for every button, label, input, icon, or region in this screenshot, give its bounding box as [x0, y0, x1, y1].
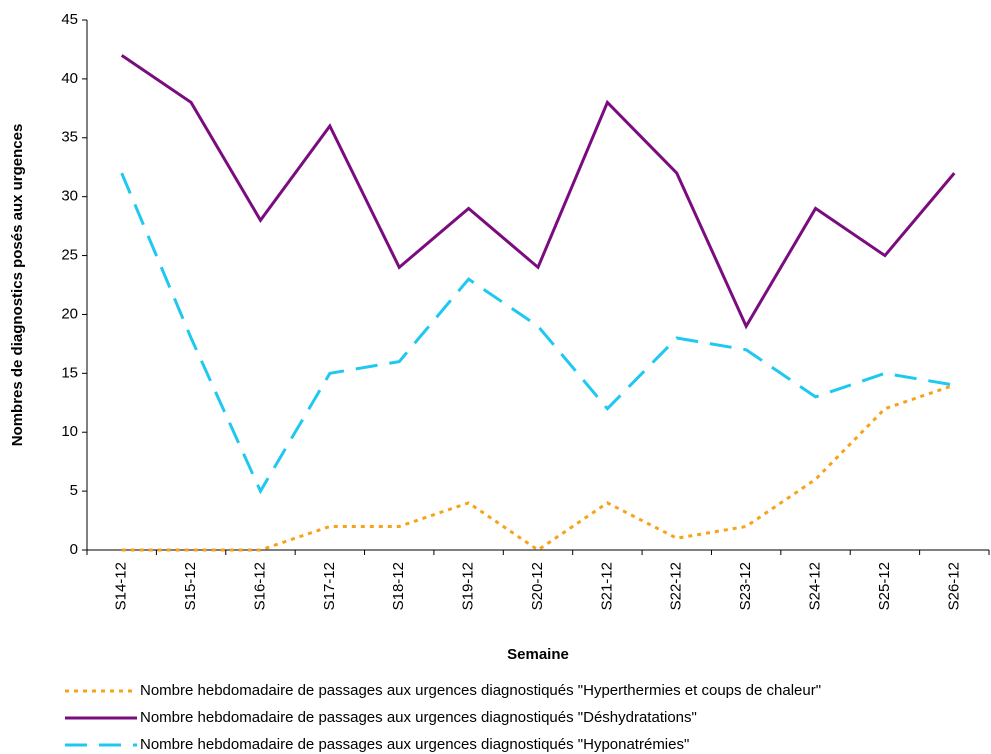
x-tick-label: S23-12 [737, 562, 754, 610]
series-line [121, 383, 955, 552]
x-tick-label: S22-12 [668, 562, 685, 610]
y-tick-label: 0 [70, 541, 78, 558]
x-tick-label: S20-12 [529, 562, 546, 610]
legend-label: Nombre hebdomadaire de passages aux urge… [140, 709, 697, 726]
x-tick-label: S24-12 [807, 562, 824, 610]
y-axis-label: Nombres de diagnostics posés aux urgence… [9, 124, 26, 447]
x-tick-label: S16-12 [251, 562, 268, 610]
y-tick-label: 5 [70, 482, 78, 499]
y-tick-label: 15 [61, 364, 78, 381]
y-tick-label: 45 [61, 11, 78, 28]
x-tick-label: S19-12 [460, 562, 477, 610]
x-tick-label: S15-12 [182, 562, 199, 610]
y-tick-label: 35 [61, 129, 78, 146]
x-tick-label: S18-12 [390, 562, 407, 610]
x-tick-label: S17-12 [321, 562, 338, 610]
x-axis-label: Semaine [507, 646, 569, 663]
series-line [120, 172, 955, 495]
x-tick-label: S21-12 [598, 562, 615, 610]
y-tick-label: 30 [61, 188, 78, 205]
y-tick-label: 20 [61, 305, 78, 322]
y-tick-label: 10 [61, 423, 78, 440]
legend-label: Nombre hebdomadaire de passages aux urge… [140, 682, 821, 699]
y-tick-label: 25 [61, 247, 78, 264]
legend-label: Nombre hebdomadaire de passages aux urge… [140, 736, 689, 753]
y-tick-label: 40 [61, 70, 78, 87]
series-line [120, 54, 956, 330]
x-tick-label: S25-12 [876, 562, 893, 610]
x-tick-label: S26-12 [945, 562, 962, 610]
x-tick-label: S14-12 [113, 562, 130, 610]
